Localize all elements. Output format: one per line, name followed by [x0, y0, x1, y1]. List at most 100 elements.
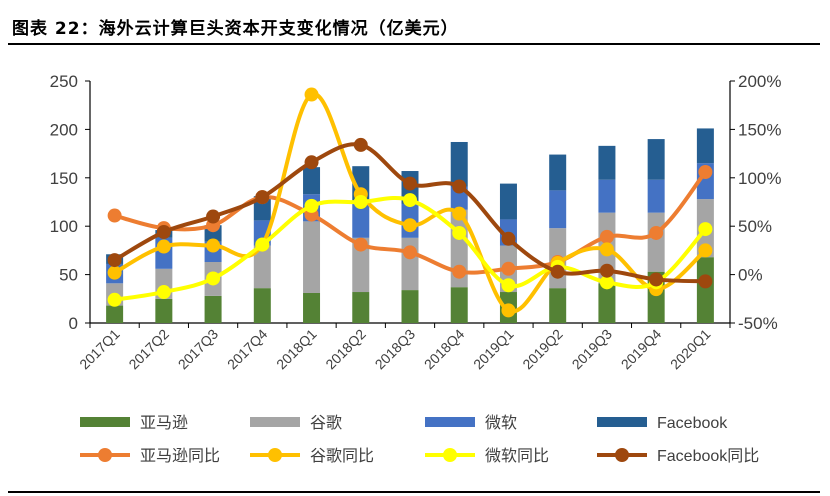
- point-Facebook同比-2018Q2: [353, 137, 368, 152]
- bar-谷歌-2017Q4: [253, 245, 271, 289]
- point-亚马逊同比-2018Q2: [353, 237, 368, 252]
- left-tick-label: 200: [50, 120, 78, 139]
- bar-微软-2018Q2: [352, 202, 370, 238]
- bar-亚马逊-2018Q2: [352, 292, 370, 323]
- bar-Facebook-2019Q4: [647, 139, 665, 180]
- legend-swatch-亚马逊: [80, 417, 130, 427]
- bar-亚马逊-2017Q3: [204, 295, 222, 323]
- legend-swatch-Facebook: [597, 417, 647, 427]
- point-Facebook同比-2019Q1: [501, 231, 516, 246]
- legend-marker-微软同比: [443, 448, 457, 462]
- bar-亚马逊-2018Q4: [450, 287, 468, 323]
- point-微软同比-2018Q4: [452, 225, 467, 240]
- point-亚马逊同比-2018Q4: [452, 264, 467, 279]
- point-Facebook同比-2019Q2: [550, 264, 565, 279]
- point-Facebook同比-2017Q4: [255, 190, 270, 205]
- legend-swatch-谷歌: [250, 417, 300, 427]
- point-微软同比-2017Q2: [156, 285, 171, 300]
- legend-label: 微软同比: [485, 447, 549, 465]
- legend-label: Facebook同比: [657, 447, 759, 465]
- bar-微软-2019Q3: [598, 179, 616, 213]
- point-Facebook同比-2018Q3: [403, 176, 417, 191]
- point-亚马逊同比-2018Q3: [403, 245, 417, 260]
- legend-marker-Facebook同比: [615, 448, 629, 462]
- bar-亚马逊-2019Q3: [598, 283, 616, 323]
- left-tick-label: 250: [50, 72, 78, 91]
- left-tick-label: 150: [50, 169, 78, 188]
- point-谷歌同比-2018Q4: [452, 206, 467, 221]
- point-谷歌同比-2017Q1: [107, 265, 122, 280]
- legend-marker-亚马逊同比: [98, 448, 112, 462]
- point-谷歌同比-2019Q3: [599, 242, 614, 257]
- bar-亚马逊-2017Q1: [106, 305, 124, 323]
- x-tick-label: 2018Q4: [421, 326, 468, 373]
- bar-微软-2019Q4: [647, 179, 665, 213]
- x-tick-label: 2017Q2: [125, 326, 172, 373]
- left-tick-label: 50: [59, 266, 78, 285]
- point-微软同比-2017Q1: [107, 292, 122, 307]
- point-Facebook同比-2019Q3: [599, 263, 614, 278]
- x-tick-label: 2018Q3: [372, 326, 419, 373]
- bar-Facebook-2019Q2: [549, 154, 567, 191]
- x-tick-label: 2019Q1: [470, 326, 517, 373]
- x-tick-label: 2019Q3: [568, 326, 615, 373]
- point-Facebook同比-2020Q1: [698, 274, 713, 289]
- x-tick-label: 2020Q1: [667, 326, 714, 373]
- bottom-divider: [8, 491, 820, 493]
- bar-Facebook-2018Q1: [303, 167, 321, 195]
- right-tick-label: 0%: [738, 266, 763, 285]
- right-tick-label: 150%: [738, 120, 781, 139]
- bar-Facebook-2019Q3: [598, 145, 616, 180]
- bar-亚马逊-2018Q1: [303, 292, 321, 323]
- point-Facebook同比-2018Q4: [452, 179, 467, 194]
- x-tick-label: 2019Q4: [618, 326, 665, 373]
- bar-谷歌-2018Q1: [303, 221, 321, 293]
- x-tick-label: 2018Q2: [322, 326, 369, 373]
- point-微软同比-2018Q2: [353, 195, 368, 209]
- point-亚马逊同比-2020Q1: [698, 164, 713, 179]
- point-亚马逊同比-2019Q4: [649, 225, 664, 240]
- point-Facebook同比-2017Q2: [156, 225, 171, 240]
- point-微软同比-2017Q3: [206, 271, 221, 286]
- x-tick-label: 2018Q1: [273, 326, 320, 373]
- point-亚马逊同比-2019Q3: [599, 229, 614, 244]
- right-tick-label: 50%: [738, 217, 772, 236]
- right-tick-label: 200%: [738, 72, 781, 91]
- point-微软同比-2018Q3: [403, 193, 417, 208]
- point-微软同比-2018Q1: [304, 198, 319, 213]
- point-微软同比-2019Q1: [501, 278, 516, 293]
- x-tick-label: 2017Q4: [224, 326, 271, 373]
- x-tick-label: 2017Q3: [175, 326, 222, 373]
- bar-亚马逊-2020Q1: [696, 257, 714, 323]
- legend-label: 微软: [485, 414, 517, 432]
- bar-微软-2018Q4: [450, 186, 468, 210]
- bar-Facebook-2019Q1: [499, 183, 517, 220]
- legend-swatch-微软: [425, 417, 475, 427]
- bar-谷歌-2019Q4: [647, 212, 665, 272]
- point-微软同比-2019Q3: [599, 275, 614, 290]
- right-tick-label: 100%: [738, 169, 781, 188]
- bar-亚马逊-2019Q2: [549, 288, 567, 323]
- legend-label: 亚马逊同比: [140, 447, 220, 465]
- x-tick-label: 2017Q1: [76, 326, 123, 373]
- point-谷歌同比-2018Q3: [403, 218, 417, 233]
- point-谷歌同比-2018Q1: [304, 87, 319, 102]
- bar-亚马逊-2018Q3: [401, 290, 419, 323]
- legend-label: 谷歌: [310, 414, 342, 432]
- point-谷歌同比-2017Q3: [206, 238, 221, 253]
- x-tick-label: 2019Q2: [519, 326, 566, 373]
- point-亚马逊同比-2019Q1: [501, 261, 516, 276]
- bar-微软-2019Q2: [549, 190, 567, 229]
- bar-Facebook-2020Q1: [696, 128, 714, 164]
- legend-label: Facebook: [657, 415, 728, 432]
- left-tick-label: 100: [50, 217, 78, 236]
- bar-亚马逊-2017Q2: [155, 298, 173, 323]
- bar-谷歌-2018Q2: [352, 237, 370, 293]
- chart-title: 图表 22：海外云计算巨头资本开支变化情况（亿美元）: [12, 19, 459, 39]
- right-tick-label: -50%: [738, 314, 778, 333]
- bar-Facebook-2018Q4: [450, 141, 468, 187]
- point-微软同比-2017Q4: [255, 237, 270, 252]
- point-Facebook同比-2018Q1: [304, 155, 319, 170]
